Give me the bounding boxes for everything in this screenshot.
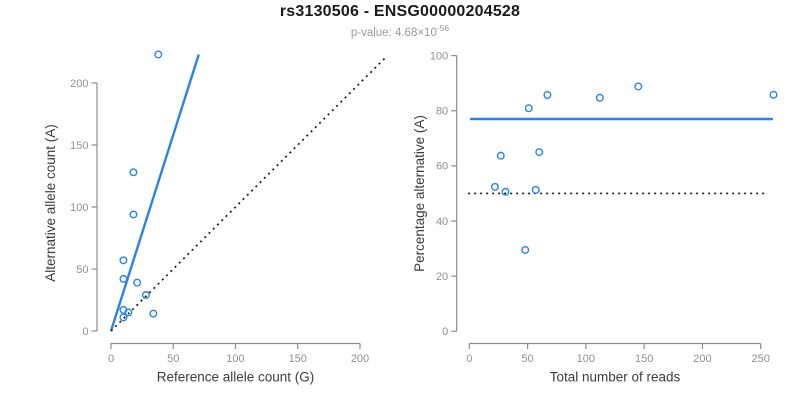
x-tick-label: 250	[752, 353, 770, 365]
left-scatter-plot: 0 50 100 150 200 0 50 100 150 200 Reference allel…	[43, 50, 388, 385]
data-point	[521, 245, 530, 254]
data-point	[129, 168, 138, 177]
data-point	[124, 308, 133, 317]
y-tick-label: 0	[442, 326, 448, 338]
data-point	[129, 210, 138, 219]
data-point	[119, 274, 128, 283]
left-x-axis-label: Reference allele count (G)	[157, 370, 315, 385]
data-point	[634, 82, 643, 91]
y-tick-label: 20	[436, 271, 448, 283]
right-scatter-plot: 0 20 40 60 80 100 0 50 100 150 200 250 Total number…	[412, 50, 778, 385]
data-point	[133, 278, 142, 287]
data-point	[490, 182, 499, 191]
y-tick-label: 80	[436, 106, 448, 118]
y-tick-label: 0	[82, 326, 88, 338]
left-plot-area: 0 50 100 150 200 0 50 100 150 200	[70, 50, 388, 365]
fit-line	[109, 54, 200, 332]
left-y-axis-label: Alternative allele count (A)	[43, 124, 58, 282]
data-point	[769, 90, 778, 99]
page-title: rs3130506 - ENSG00000204528	[279, 3, 521, 20]
right-x-axis-label: Total number of reads	[550, 370, 681, 385]
data-point	[524, 104, 533, 113]
data-point	[501, 187, 510, 196]
x-tick-label: 0	[108, 353, 114, 365]
y-tick-label: 40	[436, 216, 448, 228]
data-point	[543, 91, 552, 100]
y-tick-label: 150	[70, 140, 88, 152]
x-tick-label: 100	[577, 353, 595, 365]
y-tick-label: 200	[70, 78, 88, 90]
y-tick-label: 50	[76, 264, 88, 276]
data-point	[595, 93, 604, 102]
x-tick-label: 50	[521, 353, 533, 365]
right-y-axis-label: Percentage alternative (A)	[412, 115, 427, 272]
data-point	[496, 151, 505, 160]
y-tick-label: 60	[436, 161, 448, 173]
x-tick-label: 200	[351, 353, 369, 365]
x-tick-label: 0	[466, 353, 472, 365]
data-point	[531, 185, 540, 194]
data-point	[149, 309, 158, 318]
right-plot-area: 0 20 40 60 80 100 0 50 100 150 200 250	[430, 50, 778, 365]
x-tick-label: 150	[289, 353, 307, 365]
page-subtitle: p-value: 4.68×10-56	[0, 23, 800, 39]
x-tick-label: 150	[635, 353, 653, 365]
x-tick-label: 100	[226, 353, 244, 365]
x-tick-label: 200	[693, 353, 711, 365]
pvalue-exponent: -56	[436, 23, 450, 33]
identity-line	[110, 55, 388, 332]
data-point	[535, 148, 544, 157]
y-tick-label: 100	[70, 202, 88, 214]
pvalue-text: p-value: 4.68×10	[350, 26, 437, 39]
data-point	[119, 256, 128, 265]
x-tick-label: 50	[167, 353, 179, 365]
data-point	[141, 291, 150, 300]
data-point	[154, 50, 163, 59]
data-point	[119, 313, 128, 322]
y-tick-label: 100	[430, 50, 448, 62]
